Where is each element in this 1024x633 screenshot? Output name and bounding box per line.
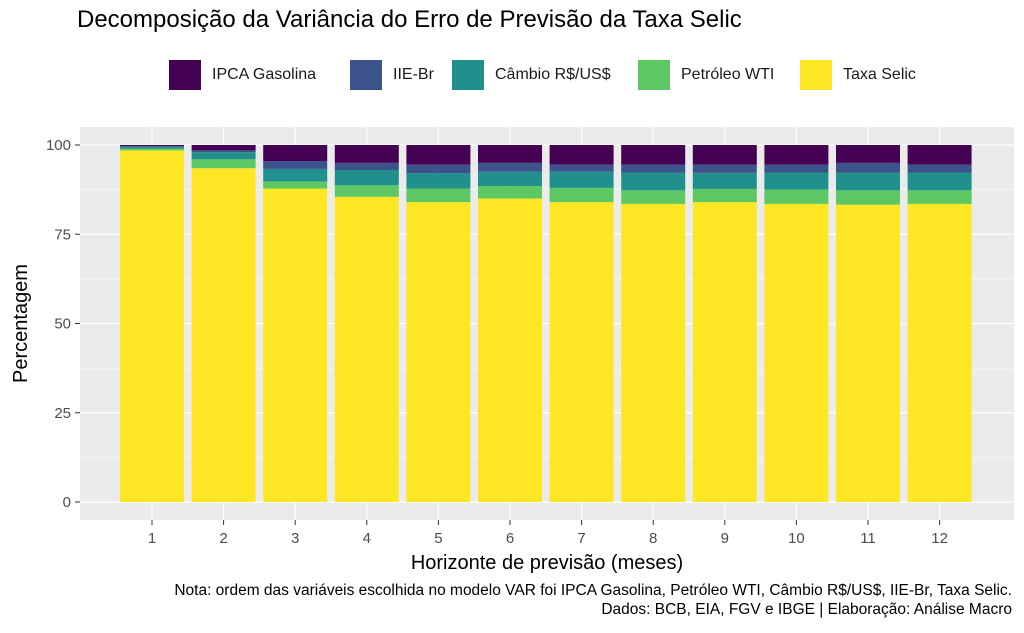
bar-segment-c-mbio-r-us--1 xyxy=(120,146,184,149)
bar-segment-ipca-gasolina-7 xyxy=(549,145,614,165)
x-tick-label: 11 xyxy=(860,530,876,547)
caption-note: Nota: ordem das variáveis escolhida no m… xyxy=(174,582,1012,599)
bar-segment-petr-leo-wti-11 xyxy=(836,190,900,205)
legend-label-petroleo-wti: Petróleo WTI xyxy=(681,66,775,83)
bar-segment-c-mbio-r-us--3 xyxy=(263,168,328,182)
y-tick-label: 25 xyxy=(54,405,71,422)
x-tick-label: 9 xyxy=(721,530,729,547)
bar-segment-ipca-gasolina-8 xyxy=(621,145,686,165)
bar-segment-c-mbio-r-us--8 xyxy=(621,172,686,191)
bar-segment-iie-br-11 xyxy=(836,162,900,173)
bar-segment-petr-leo-wti-3 xyxy=(263,181,328,189)
bar-segment-taxa-selic-6 xyxy=(478,198,542,503)
bar-segment-taxa-selic-3 xyxy=(263,188,328,502)
bar-segment-ipca-gasolina-12 xyxy=(907,145,972,165)
bar-segment-ipca-gasolina-1 xyxy=(120,145,184,147)
y-axis-title: Percentagem xyxy=(10,264,32,383)
legend-key-ipca-gasolina xyxy=(168,59,202,91)
bar-segment-iie-br-2 xyxy=(191,150,256,153)
bar-segment-ipca-gasolina-6 xyxy=(478,145,542,163)
legend-label-taxa-selic: Taxa Selic xyxy=(843,66,916,83)
bar-segment-c-mbio-r-us--2 xyxy=(191,152,256,160)
bar-segment-petr-leo-wti-6 xyxy=(478,186,542,199)
bar-segment-petr-leo-wti-2 xyxy=(191,159,256,169)
legend-label-ipca-gasolina: IPCA Gasolina xyxy=(212,66,317,83)
bar-segment-petr-leo-wti-9 xyxy=(692,188,757,203)
bar-segment-ipca-gasolina-10 xyxy=(764,145,829,165)
bar-segment-taxa-selic-4 xyxy=(334,196,399,502)
bar-segment-iie-br-6 xyxy=(478,162,542,172)
bar-segment-taxa-selic-9 xyxy=(692,202,757,502)
bar-segment-c-mbio-r-us--6 xyxy=(478,171,542,187)
bar-segment-iie-br-8 xyxy=(621,164,686,173)
legend-key-cambio xyxy=(451,59,485,91)
caption-source: Dados: BCB, EIA, FGV e IBGE | Elaboração… xyxy=(601,601,1012,618)
bar-segment-ipca-gasolina-3 xyxy=(263,145,328,162)
bar-segment-ipca-gasolina-9 xyxy=(692,145,757,165)
x-tick-label: 12 xyxy=(931,530,948,547)
bar-segment-taxa-selic-12 xyxy=(907,203,972,502)
bar-segment-ipca-gasolina-11 xyxy=(836,145,900,163)
bar-segment-taxa-selic-7 xyxy=(549,202,614,502)
bar-segment-petr-leo-wti-7 xyxy=(549,187,614,203)
y-axis: 0 25 50 75 100 xyxy=(46,137,80,511)
bar-segment-iie-br-10 xyxy=(764,164,829,173)
chart-title: Decomposição da Variância do Erro de Pre… xyxy=(77,6,742,33)
x-axis: 1 2 3 4 5 6 7 8 9 10 11 12 xyxy=(148,520,948,547)
y-tick-label: 100 xyxy=(46,137,71,154)
bar-segment-taxa-selic-5 xyxy=(406,202,471,502)
bar-segment-petr-leo-wti-4 xyxy=(334,185,399,197)
bar-segment-iie-br-12 xyxy=(907,164,972,173)
y-tick-label: 0 xyxy=(63,494,71,511)
bar-stacks xyxy=(120,145,972,503)
x-tick-label: 10 xyxy=(788,530,805,547)
bar-segment-petr-leo-wti-12 xyxy=(907,190,972,204)
legend-label-cambio: Câmbio R$/US$ xyxy=(495,66,611,83)
bar-segment-iie-br-1 xyxy=(120,146,184,147)
bar-segment-taxa-selic-2 xyxy=(191,168,256,502)
x-tick-label: 1 xyxy=(148,530,156,547)
legend-key-taxa-selic xyxy=(799,59,833,91)
bar-segment-petr-leo-wti-1 xyxy=(120,148,184,151)
legend-key-iie-br xyxy=(349,59,383,91)
bar-segment-c-mbio-r-us--7 xyxy=(549,171,614,188)
bar-segment-iie-br-4 xyxy=(334,162,399,170)
bar-segment-c-mbio-r-us--11 xyxy=(836,172,900,191)
bar-segment-ipca-gasolina-2 xyxy=(191,145,256,151)
x-tick-label: 2 xyxy=(219,530,227,547)
x-axis-title: Horizonte de previsão (meses) xyxy=(411,552,683,574)
x-tick-label: 4 xyxy=(363,530,371,547)
y-tick-label: 50 xyxy=(54,316,71,333)
legend-label-iie-br: IIE-Br xyxy=(393,66,434,83)
bar-segment-c-mbio-r-us--5 xyxy=(406,173,471,189)
bar-segment-ipca-gasolina-4 xyxy=(334,145,399,163)
bar-segment-iie-br-3 xyxy=(263,161,328,169)
bar-segment-taxa-selic-10 xyxy=(764,203,829,502)
x-tick-label: 3 xyxy=(291,530,299,547)
bar-segment-c-mbio-r-us--10 xyxy=(764,172,829,190)
bar-segment-iie-br-7 xyxy=(549,164,614,172)
x-tick-label: 6 xyxy=(506,530,514,547)
bar-segment-ipca-gasolina-5 xyxy=(406,145,471,165)
x-tick-label: 8 xyxy=(649,530,657,547)
bar-segment-petr-leo-wti-8 xyxy=(621,190,686,204)
bar-segment-iie-br-5 xyxy=(406,164,471,174)
bar-segment-iie-br-9 xyxy=(692,164,757,173)
bar-segment-petr-leo-wti-5 xyxy=(406,188,471,203)
bar-segment-c-mbio-r-us--9 xyxy=(692,172,757,189)
x-tick-label: 5 xyxy=(434,530,442,547)
legend-key-petroleo-wti xyxy=(637,59,671,91)
bar-segment-taxa-selic-11 xyxy=(836,204,900,502)
bar-segment-taxa-selic-1 xyxy=(120,150,184,503)
bar-segment-c-mbio-r-us--12 xyxy=(907,172,972,191)
bar-segment-taxa-selic-8 xyxy=(621,203,686,502)
bar-segment-c-mbio-r-us--4 xyxy=(334,169,399,186)
y-tick-label: 75 xyxy=(54,226,71,243)
x-tick-label: 7 xyxy=(577,530,585,547)
bar-segment-petr-leo-wti-10 xyxy=(764,189,829,204)
